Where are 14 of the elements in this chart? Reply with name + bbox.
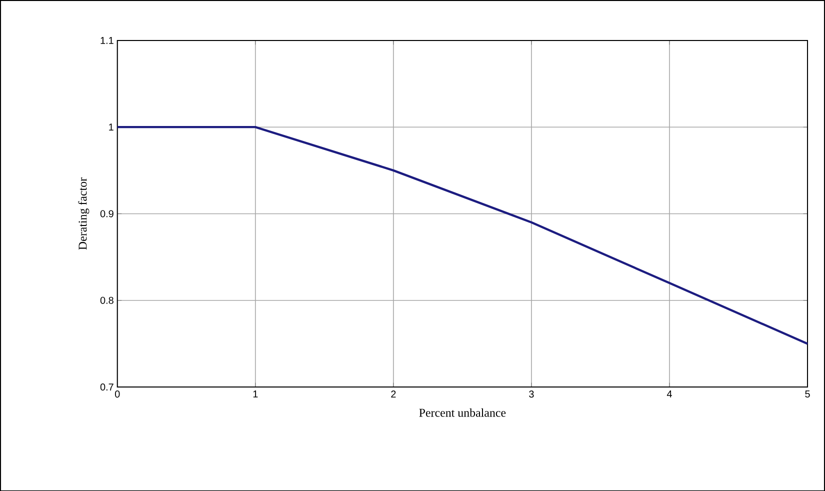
x-tick-label: 4: [666, 390, 672, 398]
y-axis-title: Derating factor: [78, 177, 90, 250]
x-tick-label: 0: [114, 390, 120, 398]
y-tick-label: 1: [109, 123, 114, 130]
y-tick-label: 1.1: [100, 36, 114, 44]
y-tick-label: 0.8: [100, 296, 114, 304]
x-tick-label: 5: [805, 390, 810, 398]
y-tick-label: 0.9: [100, 210, 114, 218]
y-tick-label: 0.7: [100, 383, 114, 390]
x-tick-label: 3: [529, 390, 534, 398]
x-tick-label: 1: [253, 390, 258, 398]
line-series: [116, 126, 809, 345]
x-tick-label: 2: [391, 390, 396, 398]
x-axis-title: Percent unbalance: [419, 408, 506, 417]
